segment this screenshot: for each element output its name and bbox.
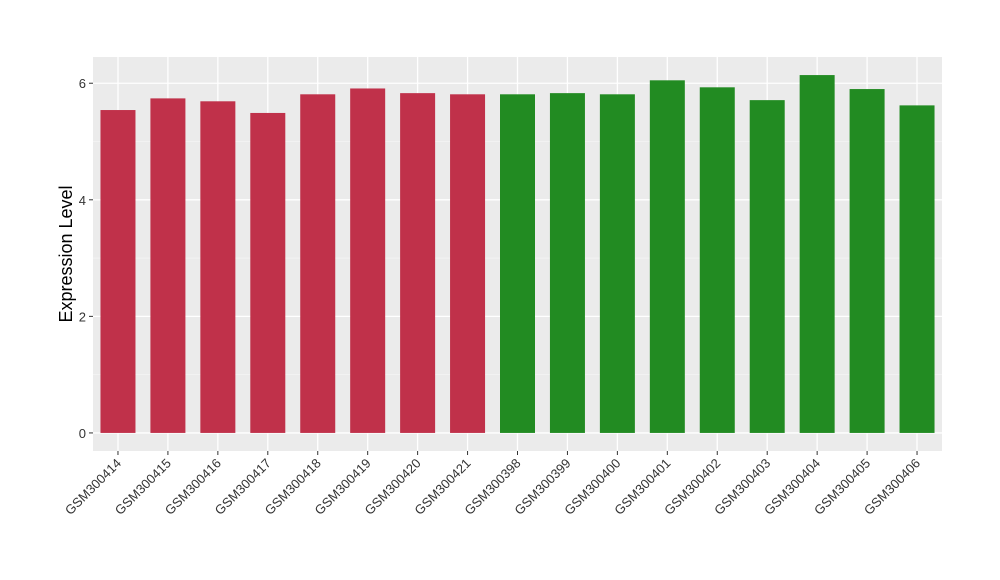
bar	[899, 105, 935, 433]
bar	[150, 98, 186, 433]
y-tick-label: 6	[79, 76, 86, 91]
y-tick-label: 0	[79, 426, 86, 441]
bar	[649, 80, 685, 433]
bar	[799, 75, 835, 433]
bar	[450, 94, 486, 433]
bar	[300, 94, 336, 433]
y-tick-label: 2	[79, 309, 86, 324]
bar	[250, 112, 286, 433]
bar	[549, 93, 585, 433]
bar	[200, 101, 236, 433]
bar	[849, 89, 885, 433]
bar	[400, 93, 436, 433]
bar	[500, 94, 535, 433]
y-tick-label: 4	[79, 193, 86, 208]
bar	[350, 88, 386, 433]
bar	[749, 100, 785, 433]
bar	[100, 110, 136, 433]
bar	[599, 94, 635, 433]
y-axis-label: Expression Level	[56, 185, 76, 322]
bar	[699, 87, 735, 433]
